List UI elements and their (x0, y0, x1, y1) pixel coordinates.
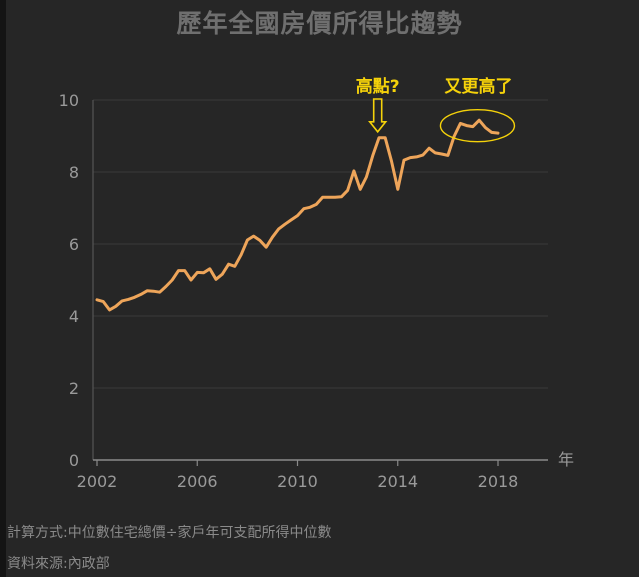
y-tick-label: 6 (69, 235, 79, 254)
series-line (95, 118, 500, 312)
x-tick-label: 2014 (377, 472, 418, 491)
annotation-higher-label: 又更高了 (444, 76, 512, 97)
x-tick-label: 2010 (277, 472, 318, 491)
y-tick-label: 4 (69, 307, 79, 326)
annotation-peak-label: 高點? (356, 76, 400, 97)
y-tick-label: 0 (69, 451, 79, 470)
x-tick-label: 2002 (77, 472, 118, 491)
y-tick-label: 8 (69, 163, 79, 182)
left-edge-strip (0, 0, 6, 577)
y-tick-label: 2 (69, 379, 79, 398)
annotation-ellipse (439, 108, 516, 143)
x-tick-label: 2018 (478, 472, 519, 491)
annotation-arrow (368, 98, 388, 134)
x-tick-label: 2006 (177, 472, 218, 491)
method-footnote: 計算方式:中位數住宅總價÷家戶年可支配所得中位數 (7, 525, 332, 541)
y-tick-label: 10 (59, 91, 79, 110)
chart-title: 歷年全國房價所得比趨勢 (176, 9, 463, 38)
source-footnote: 資料來源:內政部 (7, 556, 110, 572)
x-axis-label: 年 (558, 450, 574, 469)
